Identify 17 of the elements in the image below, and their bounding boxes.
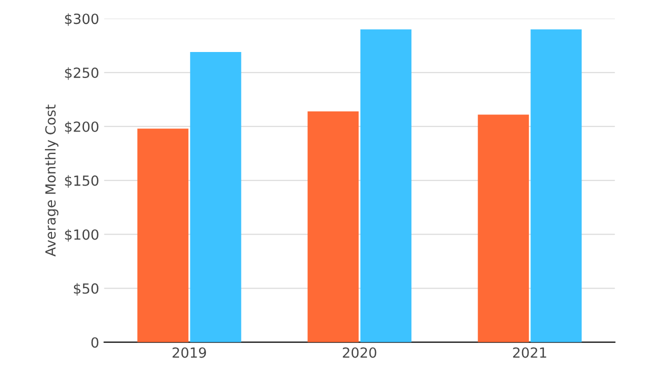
y-tick-label: $250: [65, 67, 98, 80]
y-tick-label: $300: [65, 13, 98, 26]
y-tick-label: $200: [65, 121, 98, 134]
bar: [530, 29, 582, 342]
x-tick-label: 2021: [513, 347, 546, 358]
bar: [308, 111, 359, 342]
y-axis-title: Average Monthly Cost: [44, 104, 58, 256]
y-tick-label: $50: [74, 283, 98, 296]
bar: [478, 114, 529, 342]
x-tick-label: 2019: [172, 347, 206, 358]
x-tick-label: 2020: [342, 347, 376, 358]
bar: [360, 29, 412, 342]
y-tick-label: $150: [65, 175, 98, 188]
bar: [190, 52, 242, 342]
y-tick-label: 0: [91, 337, 98, 348]
y-tick-label: $100: [65, 229, 98, 242]
bar: [137, 128, 188, 342]
